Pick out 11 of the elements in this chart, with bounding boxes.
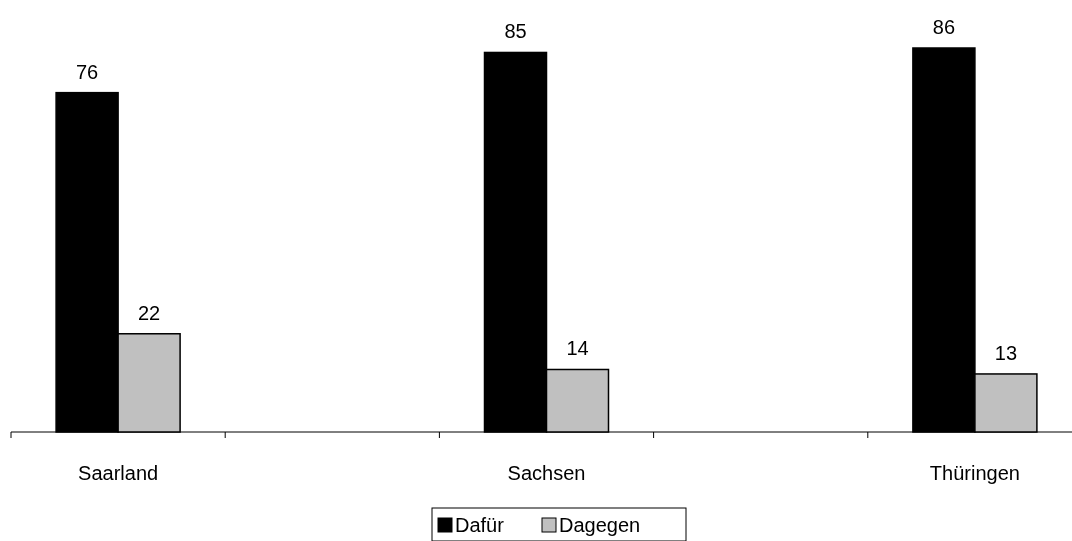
data-label: 22 bbox=[137, 301, 161, 324]
data-label: 14 bbox=[566, 337, 589, 360]
data-label: 85 bbox=[504, 20, 527, 43]
x-tick-label: Sachsen bbox=[507, 462, 586, 484]
legend-label: Dafür bbox=[455, 514, 505, 536]
data-label: 86 bbox=[932, 16, 956, 38]
data-label: 13 bbox=[994, 341, 1018, 364]
legend-label: Dagegen bbox=[559, 514, 641, 536]
x-tick-label: Saarland bbox=[78, 462, 159, 484]
data-label: 76 bbox=[75, 60, 99, 83]
x-tick-label: Thüringen bbox=[929, 462, 1020, 484]
